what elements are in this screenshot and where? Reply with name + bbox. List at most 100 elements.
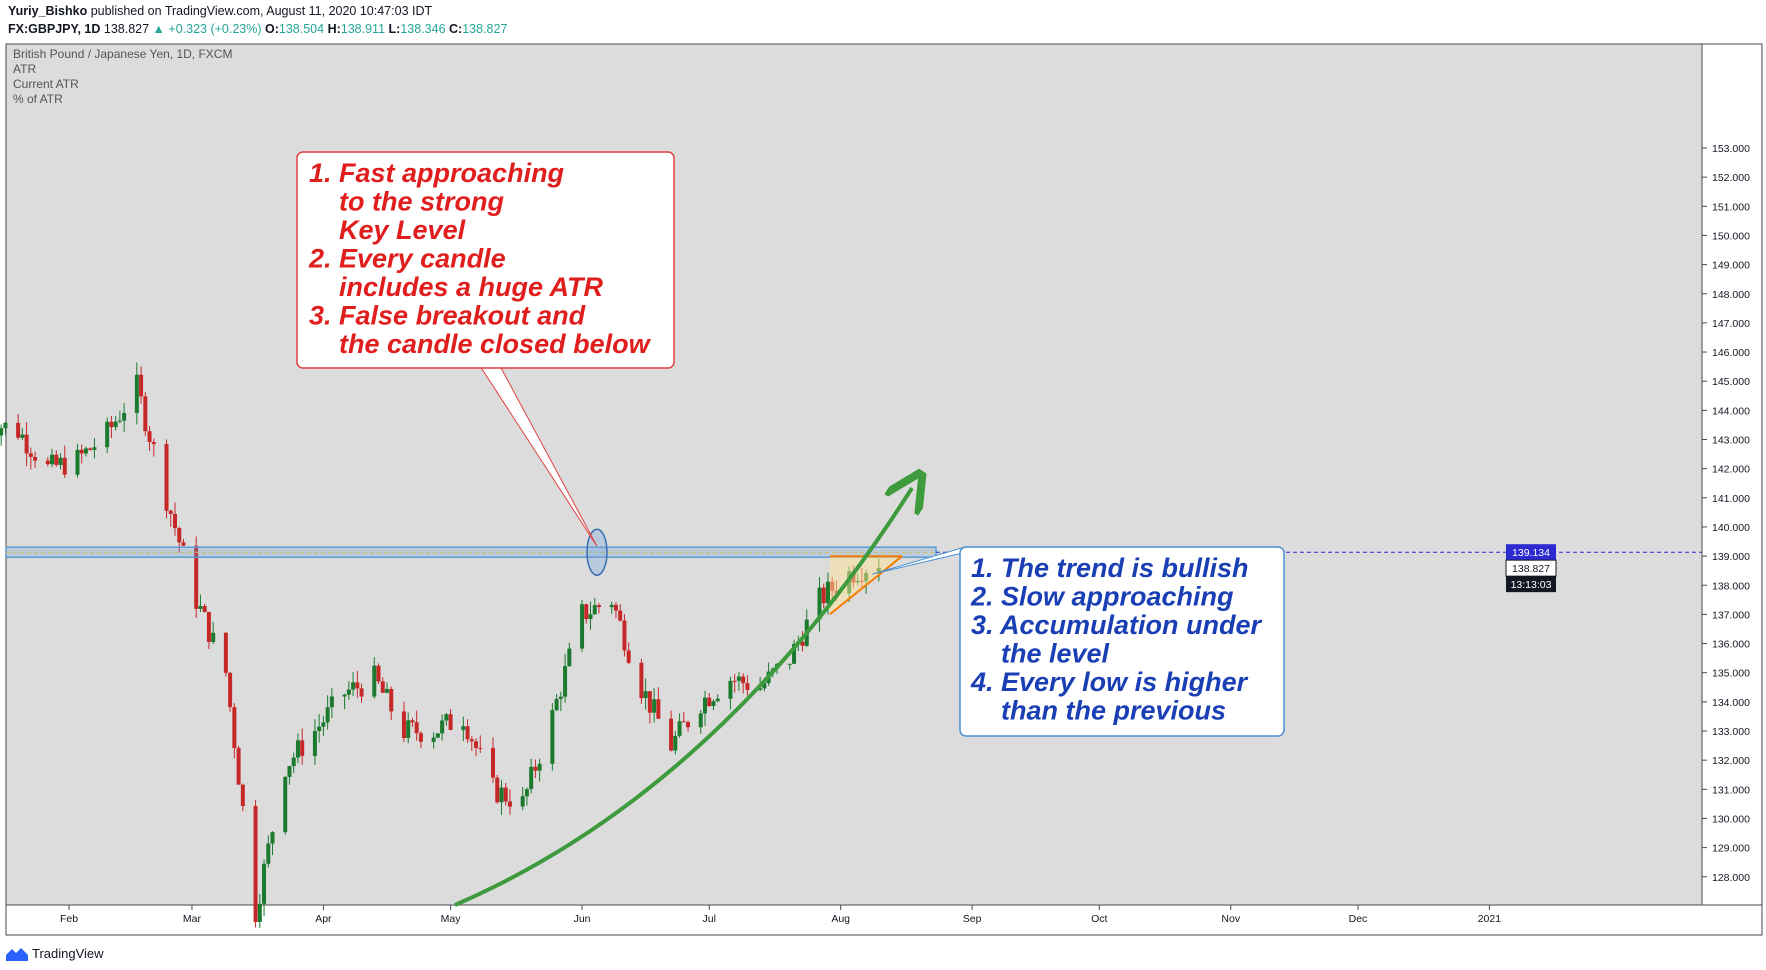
candle-body bbox=[825, 581, 830, 604]
candle-body bbox=[495, 777, 500, 803]
candle-body bbox=[529, 766, 534, 790]
legend-line: % of ATR bbox=[13, 92, 63, 106]
candle-body bbox=[410, 720, 415, 723]
x-tick-label: Nov bbox=[1221, 913, 1240, 925]
candle-body bbox=[800, 641, 805, 646]
candle-body bbox=[418, 733, 423, 742]
candle-body bbox=[151, 441, 156, 445]
y-tick-label: 147.000 bbox=[1712, 318, 1750, 330]
candle-body bbox=[164, 444, 169, 511]
open-label: O: bbox=[265, 22, 279, 36]
legend-line: ATR bbox=[13, 62, 36, 76]
candle-body bbox=[113, 421, 118, 428]
candle-body bbox=[109, 421, 114, 428]
candle-body bbox=[253, 806, 258, 922]
candle-body bbox=[346, 689, 351, 695]
y-tick-label: 132.000 bbox=[1712, 755, 1750, 767]
close-label: C: bbox=[449, 22, 463, 36]
y-tick-label: 135.000 bbox=[1712, 668, 1750, 680]
candle-body bbox=[435, 733, 440, 738]
x-tick-label: Jun bbox=[574, 913, 591, 925]
candle-body bbox=[16, 422, 21, 438]
candle-body bbox=[597, 605, 601, 608]
publish-info: Yuriy_Bishko published on TradingView.co… bbox=[8, 4, 432, 18]
plot-area[interactable] bbox=[5, 43, 1703, 906]
candle-body bbox=[75, 449, 80, 475]
x-tick-label: Mar bbox=[183, 913, 202, 925]
y-tick-label: 142.000 bbox=[1712, 464, 1750, 476]
candle-body bbox=[643, 691, 648, 699]
candle-body bbox=[194, 545, 199, 609]
y-tick-label: 144.000 bbox=[1712, 405, 1750, 417]
x-tick-label: Sep bbox=[963, 913, 982, 925]
candle-body bbox=[317, 726, 322, 732]
y-tick-label: 145.000 bbox=[1712, 376, 1750, 388]
y-tick-label: 149.000 bbox=[1712, 260, 1750, 272]
blue-annotation-line: 1. The trend is bullish bbox=[971, 553, 1249, 583]
x-tick-label: 2021 bbox=[1478, 913, 1502, 925]
candle-body bbox=[406, 720, 411, 739]
candle-body bbox=[465, 726, 470, 740]
legend-line: Current ATR bbox=[13, 77, 79, 91]
candle-body bbox=[262, 863, 267, 904]
candle-body bbox=[698, 713, 703, 728]
price-axis-labels: 139.134 138.827 13:13:03 bbox=[1505, 544, 1557, 593]
candle-body bbox=[592, 605, 597, 615]
y-tick-label: 134.000 bbox=[1712, 697, 1750, 709]
candle-body bbox=[728, 680, 733, 699]
high-value: 138.911 bbox=[340, 22, 386, 36]
x-axis-ticks: Feb Mar Apr May Jun Jul Aug Sep Oct Nov Dec 2021 bbox=[60, 905, 1501, 925]
footer-brand: TradingView bbox=[32, 946, 104, 961]
candle-body bbox=[287, 766, 292, 777]
drawings-overlay bbox=[5, 365, 1702, 907]
candle-body bbox=[28, 453, 33, 457]
candle-body bbox=[741, 676, 746, 684]
candle-body bbox=[342, 694, 347, 697]
candle-body bbox=[736, 676, 741, 681]
candle-body bbox=[762, 683, 767, 689]
candle-body bbox=[580, 604, 585, 649]
y-tick-label: 151.000 bbox=[1712, 201, 1750, 213]
candle-body bbox=[45, 460, 50, 465]
author-name[interactable]: Yuriy_Bishko bbox=[8, 4, 88, 18]
candle-body bbox=[618, 610, 623, 621]
candle-body bbox=[626, 650, 631, 663]
candle-body bbox=[414, 722, 419, 734]
candle-body bbox=[50, 454, 55, 465]
time-axis[interactable] bbox=[5, 904, 1763, 936]
y-tick-label: 150.000 bbox=[1712, 230, 1750, 242]
candle-body bbox=[92, 447, 97, 450]
candle-body bbox=[20, 434, 25, 438]
candle-body bbox=[558, 696, 563, 699]
last-price-text: 138.827 bbox=[1512, 563, 1550, 575]
candle-body bbox=[588, 614, 593, 620]
candle-body bbox=[469, 739, 474, 742]
candle-body bbox=[389, 688, 394, 712]
candle-body bbox=[58, 457, 63, 465]
candle-body bbox=[79, 449, 84, 454]
candle-body bbox=[88, 448, 93, 450]
tradingview-footer[interactable]: TradingView bbox=[6, 946, 104, 961]
candle-body bbox=[639, 662, 644, 699]
candle-body bbox=[173, 513, 177, 529]
candles-series bbox=[0, 362, 881, 928]
candle-body bbox=[537, 763, 542, 771]
candle-body bbox=[143, 396, 148, 432]
candle-body bbox=[677, 721, 682, 736]
chart-legend: British Pound / Japanese Yen, 1D, FXCMAT… bbox=[13, 47, 232, 106]
y-tick-label: 136.000 bbox=[1712, 639, 1750, 651]
candle-body bbox=[732, 680, 737, 682]
candle-body bbox=[550, 710, 555, 764]
candle-body bbox=[266, 843, 271, 864]
y-tick-label: 141.000 bbox=[1712, 493, 1750, 505]
candle-body bbox=[291, 757, 296, 767]
candle-body bbox=[715, 698, 720, 702]
candle-body bbox=[312, 731, 317, 756]
candle-body bbox=[524, 789, 529, 797]
y-tick-label: 138.000 bbox=[1712, 580, 1750, 592]
legend-title: British Pound / Japanese Yen, 1D, FXCM bbox=[13, 47, 232, 61]
candle-body bbox=[431, 737, 436, 742]
candle-body bbox=[105, 421, 110, 448]
high-label: H: bbox=[327, 22, 341, 36]
